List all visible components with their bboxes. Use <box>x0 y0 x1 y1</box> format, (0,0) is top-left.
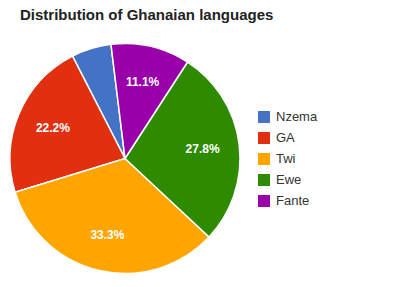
svg-text:27.8%: 27.8% <box>186 142 220 156</box>
html-text:Fante: Fante <box>276 193 310 208</box>
svg-text:33.3%: 33.3% <box>90 228 124 242</box>
html-text:Twi: Twi <box>276 151 296 166</box>
html-text:Distribution of Ghanaian langu: Distribution of Ghanaian languages <box>20 6 274 23</box>
svg-text:11.1%: 11.1% <box>126 75 160 89</box>
html-text:GA: GA <box>276 130 295 145</box>
html-text:Nzema: Nzema <box>276 109 318 124</box>
html-text:Ewe: Ewe <box>276 172 302 187</box>
svg-text:22.2%: 22.2% <box>36 121 70 135</box>
